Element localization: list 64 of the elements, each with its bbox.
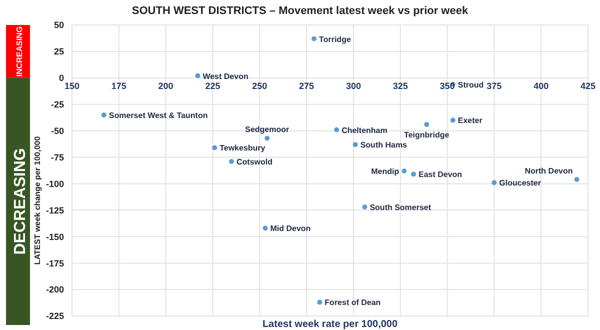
- annotation: South Somerset: [370, 203, 432, 212]
- y-tick-label: 0: [58, 73, 64, 84]
- x-tick-label: 325: [392, 80, 408, 91]
- point: [424, 122, 430, 127]
- annotation: Stroud: [458, 80, 484, 90]
- point: [312, 36, 317, 42]
- point: [212, 145, 218, 150]
- annotation: Somerset West & Taunton: [108, 110, 208, 120]
- annotation: Mid Devon: [270, 224, 311, 234]
- y-axis-title: LATEST week change per 100,000: [33, 136, 42, 265]
- annotation: Cheltenham: [342, 126, 388, 135]
- annotation: Gloucester: [499, 178, 541, 188]
- increasing-panel: INCREASING: [6, 25, 30, 78]
- point: [262, 226, 268, 231]
- point: [574, 176, 580, 182]
- y-tick-label: 25: [54, 46, 64, 57]
- x-tick-label: 225: [205, 80, 220, 91]
- annotation: South Hams: [360, 140, 408, 150]
- y-tick-label: -125: [46, 205, 64, 216]
- x-tick-label: 375: [486, 80, 502, 91]
- x-tick-label: 175: [111, 80, 126, 91]
- point: [317, 300, 322, 305]
- point: [352, 142, 358, 148]
- y-tick-label: -50: [50, 126, 64, 136]
- y-tick-label: 50: [54, 20, 64, 30]
- x-tick-label: 200: [158, 80, 174, 91]
- annotation: Teignbridge: [404, 130, 450, 140]
- annotation: Tewkesbury: [220, 144, 266, 153]
- x-tick-label: 275: [299, 80, 314, 91]
- x-tick-label: 250: [252, 80, 268, 91]
- point: [228, 159, 234, 164]
- point: [101, 112, 106, 118]
- point: [450, 118, 456, 123]
- x-tick-label: 400: [534, 80, 549, 91]
- y-tick-label: -175: [46, 258, 64, 268]
- chart-title: SOUTH WEST DISTRICTS – Movement latest week vs prior week: [130, 5, 470, 17]
- y-tick-label: -100: [46, 178, 64, 189]
- x-tick-label: 300: [346, 80, 361, 91]
- annotation: Torridge: [319, 34, 352, 44]
- annotation: Exeter: [458, 116, 482, 126]
- annotation: East Devon: [418, 170, 462, 180]
- x-tick-label: 150: [64, 80, 80, 91]
- point: [411, 172, 416, 177]
- decreasing-panel: DECREASING: [6, 78, 30, 325]
- y-tick-label: -75: [50, 152, 64, 162]
- annotation: West Devon: [202, 72, 248, 81]
- x-tick-label: 350: [440, 80, 455, 91]
- annotation: North Devon: [524, 166, 573, 176]
- y-tick-label: -225: [46, 311, 64, 322]
- y-tick-label: -200: [46, 284, 64, 295]
- annotation: Cotswold: [236, 158, 273, 167]
- point: [362, 204, 368, 210]
- y-tick-label: -150: [46, 232, 64, 242]
- y-tick-label: -25: [50, 100, 64, 110]
- annotation: Mendip: [371, 167, 400, 176]
- x-axis-title: Latest week rate per 100,000: [262, 319, 398, 330]
- point: [264, 136, 270, 141]
- annotation: Forest of Dean: [324, 298, 381, 308]
- point: [195, 73, 200, 78]
- point: [334, 127, 340, 132]
- point: [402, 168, 407, 174]
- x-tick-label: 425: [580, 80, 596, 91]
- annotation: Sedgemoor: [245, 125, 290, 134]
- point: [492, 180, 497, 186]
